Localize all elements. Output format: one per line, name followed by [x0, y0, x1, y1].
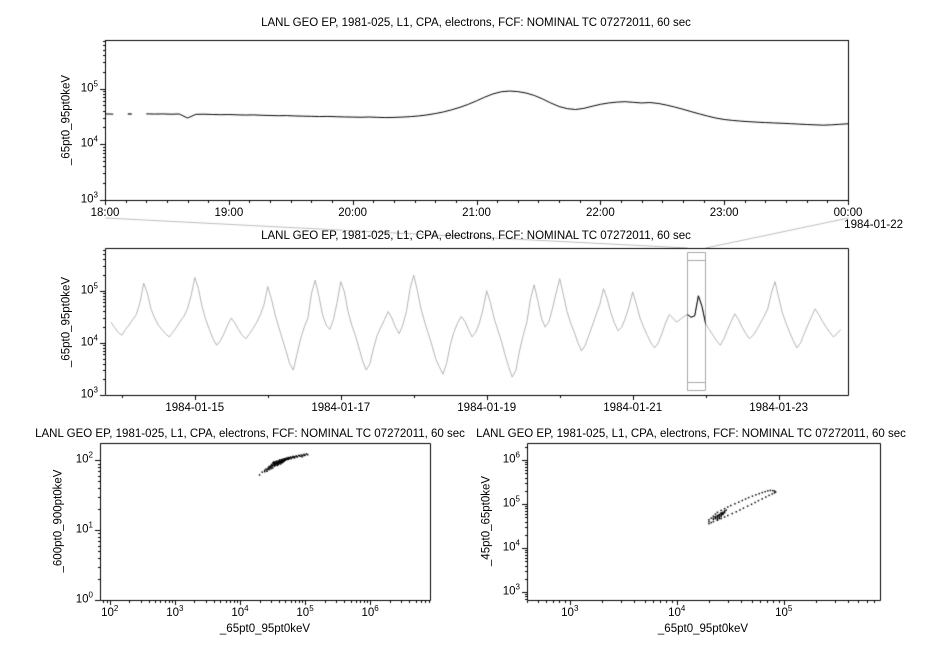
- bottom-left-y-axis-label: _600pt0_900pt0keV: [52, 469, 65, 573]
- y-tick-label: 104: [502, 538, 520, 554]
- middle-y-axis-label: _65pt0_95pt0keV: [60, 276, 73, 368]
- bottom-right-plot-area[interactable]: [527, 443, 880, 600]
- y-tick-label: 103: [80, 190, 98, 206]
- y-tick-label: 104: [80, 333, 98, 349]
- x-tick-label: 19:00: [214, 207, 244, 219]
- x-tick-label: 105: [775, 604, 793, 619]
- context-selection-box[interactable]: [687, 252, 706, 391]
- y-tick-label: 105: [502, 494, 520, 510]
- bottom-right-y-axis-label: _45pt0_65pt0keV: [480, 475, 493, 567]
- middle-plot-area[interactable]: [105, 248, 848, 395]
- top-axis-date-annotation: 1984-01-22: [844, 219, 903, 231]
- top-panel-title: LANL GEO EP, 1981-025, L1, CPA, electron…: [261, 17, 691, 29]
- y-tick-label: 105: [80, 79, 98, 94]
- x-tick-label: 1984-01-23: [749, 402, 809, 414]
- x-tick-label: 20:00: [338, 207, 368, 219]
- x-tick-label: 23:00: [709, 207, 739, 219]
- x-tick-label: 1984-01-19: [457, 402, 517, 414]
- bottom-right-panel-title: LANL GEO EP, 1981-025, L1, CPA, electron…: [476, 428, 906, 440]
- x-tick-label: 1984-01-17: [311, 402, 371, 414]
- x-tick-label: 105: [296, 604, 314, 619]
- x-tick-label: 21:00: [462, 207, 491, 219]
- y-tick-label: 103: [502, 582, 520, 598]
- bottom-right-x-axis-label: _65pt0_95pt0keV: [657, 623, 749, 635]
- y-tick-label: 106: [502, 450, 520, 466]
- x-tick-label: 104: [668, 604, 686, 619]
- y-tick-label: 100: [75, 590, 93, 606]
- x-tick-label: 1984-01-15: [165, 402, 225, 414]
- x-tick-label: 22:00: [585, 207, 615, 219]
- y-tick-label: 101: [75, 520, 93, 536]
- top-plot-area[interactable]: [105, 40, 848, 200]
- bottom-left-plot-area[interactable]: [100, 443, 430, 600]
- x-tick-label: 1984-01-21: [603, 402, 663, 414]
- x-tick-label: 103: [166, 604, 184, 619]
- x-tick-label: 104: [231, 604, 249, 619]
- x-tick-label: 106: [361, 604, 379, 619]
- y-tick-label: 104: [80, 134, 98, 150]
- middle-panel-title: LANL GEO EP, 1981-025, L1, CPA, electron…: [261, 230, 691, 242]
- bottom-left-panel-title: LANL GEO EP, 1981-025, L1, CPA, electron…: [35, 428, 465, 440]
- x-tick-label: 103: [561, 604, 579, 619]
- y-tick-label: 105: [80, 281, 98, 297]
- x-tick-label: 102: [101, 604, 119, 619]
- bottom-left-x-axis-label: _65pt0_95pt0keV: [219, 623, 311, 635]
- x-tick-label: 00:00: [833, 207, 863, 219]
- x-tick-label: 18:00: [90, 207, 120, 219]
- y-tick-label: 102: [75, 451, 93, 466]
- y-tick-label: 103: [80, 385, 98, 401]
- top-y-axis-label: _65pt0_95pt0keV: [60, 74, 73, 166]
